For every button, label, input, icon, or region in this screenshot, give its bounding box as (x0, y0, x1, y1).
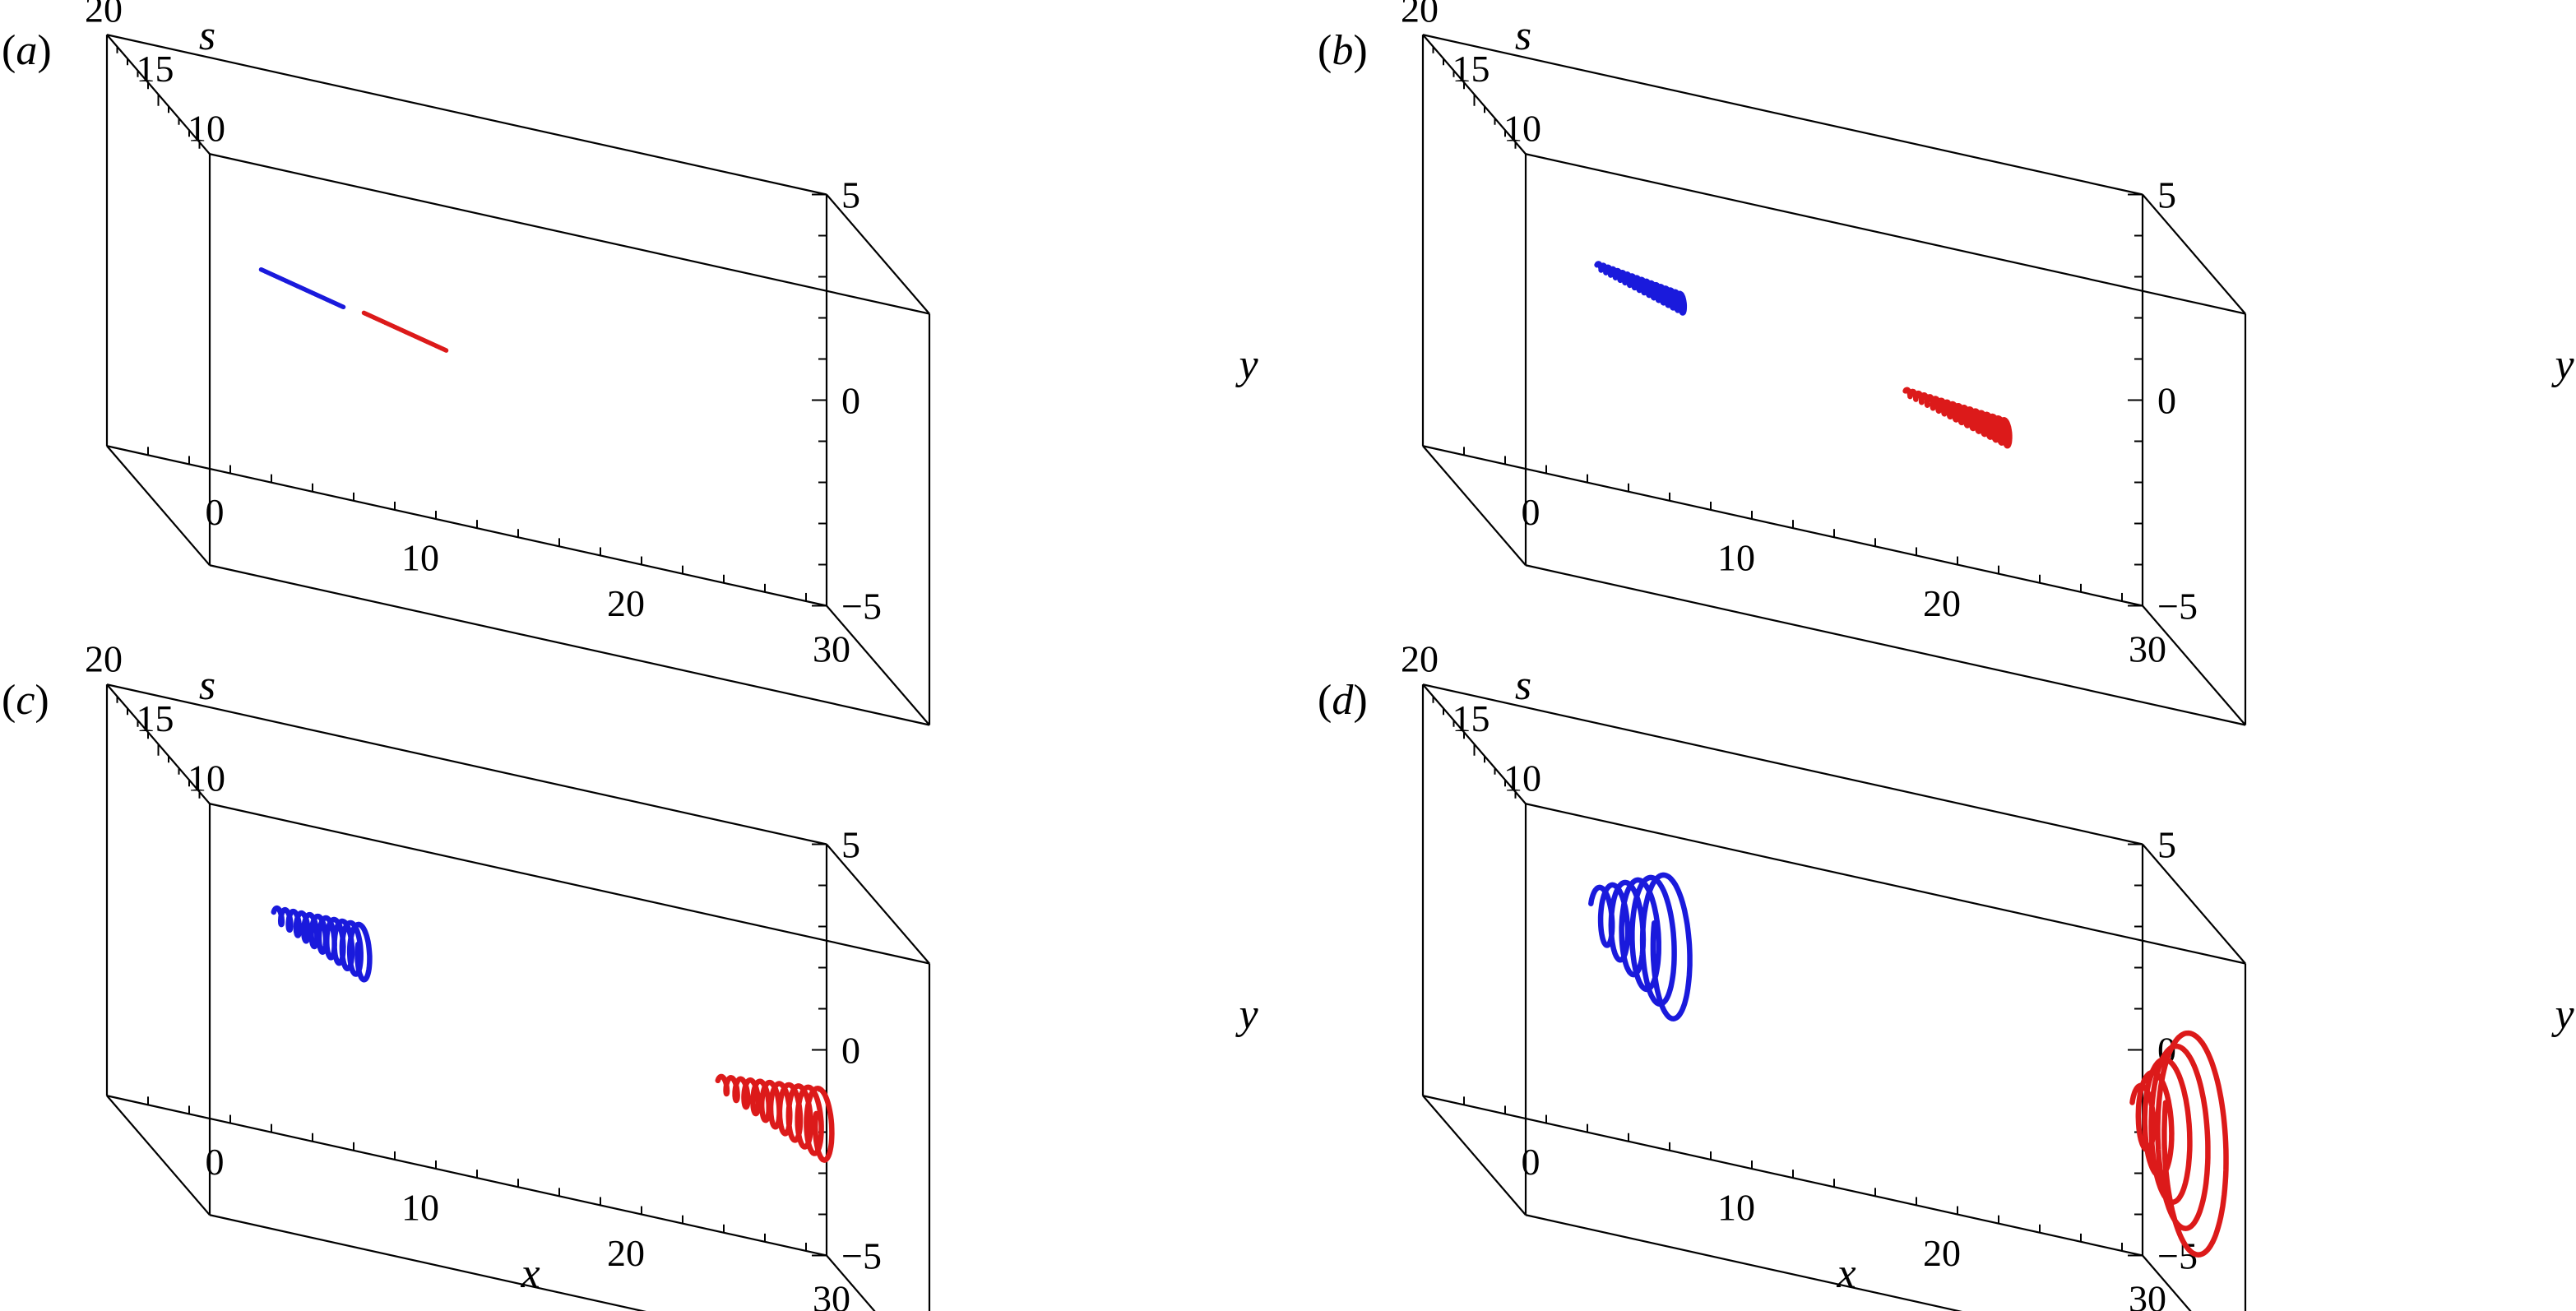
box-edge (1422, 445, 2143, 607)
box-edge (2142, 605, 2246, 726)
y-tick-label: 5 (841, 824, 860, 866)
x-axis-label: x (520, 1250, 540, 1297)
x-tick-label: 20 (607, 582, 645, 624)
y-axis-label: y (1235, 991, 1258, 1038)
red-filament-series (1902, 387, 2013, 449)
y-axis-label: y (2551, 341, 2574, 388)
box-edge (826, 605, 930, 726)
box-edge (106, 445, 827, 607)
s-tick-label: 15 (1452, 697, 1490, 739)
x-tick-label: 0 (1522, 491, 1541, 533)
box-edge (1422, 445, 1527, 566)
x-tick-label: 30 (813, 628, 850, 670)
s-tick-label: 15 (137, 697, 174, 739)
x-tick-label: 10 (401, 537, 439, 579)
x-tick-label: 20 (607, 1232, 645, 1274)
y-tick-label: −5 (2157, 586, 2198, 628)
box-edge (826, 1254, 876, 1311)
y-tick-label: −5 (841, 1235, 882, 1277)
box-edge (1422, 1095, 2143, 1257)
red-filament-series (361, 310, 449, 353)
y-tick-label: 5 (841, 174, 860, 216)
s-axis-label: s (1515, 662, 1531, 709)
blue-filament-series (258, 266, 346, 310)
x-tick-label: 10 (401, 1187, 439, 1229)
s-tick-label: 20 (1401, 0, 1439, 30)
box-edge (1422, 683, 2143, 845)
s-tick-label: 20 (85, 637, 123, 679)
panel-c: 0 10 20 30 5 0 −5 20 15 10 s y x (c) (2, 637, 1258, 1311)
s-tick-label: 15 (1452, 48, 1490, 90)
s-tick-label: 10 (188, 757, 225, 799)
s-tick-label: 15 (137, 48, 174, 90)
s-axis-label: s (1515, 12, 1531, 59)
x-tick-label: 30 (2129, 1278, 2166, 1311)
y-tick-label: 0 (841, 1030, 860, 1072)
s-tick-label: 20 (85, 0, 123, 30)
y-tick-label: −5 (841, 586, 882, 628)
box-edge (209, 803, 930, 965)
x-axis-label: x (1836, 1250, 1856, 1297)
panel-label: (a) (2, 27, 52, 74)
box-edge (209, 564, 930, 726)
box-edge (2142, 843, 2246, 965)
box-edge (826, 843, 930, 965)
box-edge (106, 1095, 827, 1257)
box-edge (209, 1214, 646, 1311)
y-axis-label: y (2551, 991, 2574, 1038)
box-edge (2142, 193, 2246, 315)
blue-filament-series (1588, 872, 1693, 1021)
x-tick-label: 20 (1923, 1232, 1961, 1274)
box-edge (1525, 153, 2246, 315)
s-tick-label: 10 (188, 107, 225, 149)
box-edge (1422, 1095, 1527, 1216)
box-edge (2142, 1254, 2192, 1311)
box-edge (209, 153, 930, 315)
x-tick-label: 0 (1522, 1141, 1541, 1183)
panel-b: 0 10 20 30 5 0 −5 20 15 10 s y (b) (1318, 0, 2574, 726)
s-tick-label: 20 (1401, 637, 1439, 679)
box-edge (826, 193, 930, 315)
s-axis-label: s (199, 12, 215, 59)
blue-filament-series (271, 905, 373, 983)
s-tick-label: 10 (1503, 107, 1541, 149)
box-edge (1422, 34, 2143, 196)
y-tick-label: 5 (2157, 824, 2176, 866)
panel-a: 0 10 20 30 5 0 −5 20 15 10 s y (a) (2, 0, 1258, 726)
panel-label: (d) (1318, 677, 1368, 724)
y-axis-label: y (1235, 341, 1258, 388)
box-edge (1525, 1214, 1962, 1311)
box-edge (1525, 803, 2246, 965)
box-edge (1525, 564, 2246, 726)
y-tick-label: 0 (841, 380, 860, 422)
panel-label: (c) (2, 677, 49, 724)
s-axis-label: s (199, 662, 215, 709)
x-tick-label: 10 (1717, 1187, 1755, 1229)
box-edge (106, 34, 827, 196)
x-tick-label: 30 (2129, 628, 2166, 670)
red-filament-series (2129, 1030, 2229, 1258)
x-tick-label: 30 (813, 1278, 850, 1311)
box-edge (106, 683, 827, 845)
x-tick-label: 10 (1717, 537, 1755, 579)
y-tick-label: −5 (2157, 1235, 2198, 1277)
box-edge (106, 445, 211, 566)
blue-filament-series (1594, 261, 1688, 316)
x-tick-label: 20 (1923, 582, 1961, 624)
y-tick-label: 5 (2157, 174, 2176, 216)
s-tick-label: 10 (1503, 757, 1541, 799)
box-edge (106, 1095, 211, 1216)
panel-label: (b) (1318, 27, 1368, 74)
red-filament-series (715, 1073, 835, 1163)
y-tick-label: 0 (2157, 380, 2176, 422)
x-tick-label: 0 (206, 1141, 225, 1183)
x-tick-label: 0 (206, 491, 225, 533)
